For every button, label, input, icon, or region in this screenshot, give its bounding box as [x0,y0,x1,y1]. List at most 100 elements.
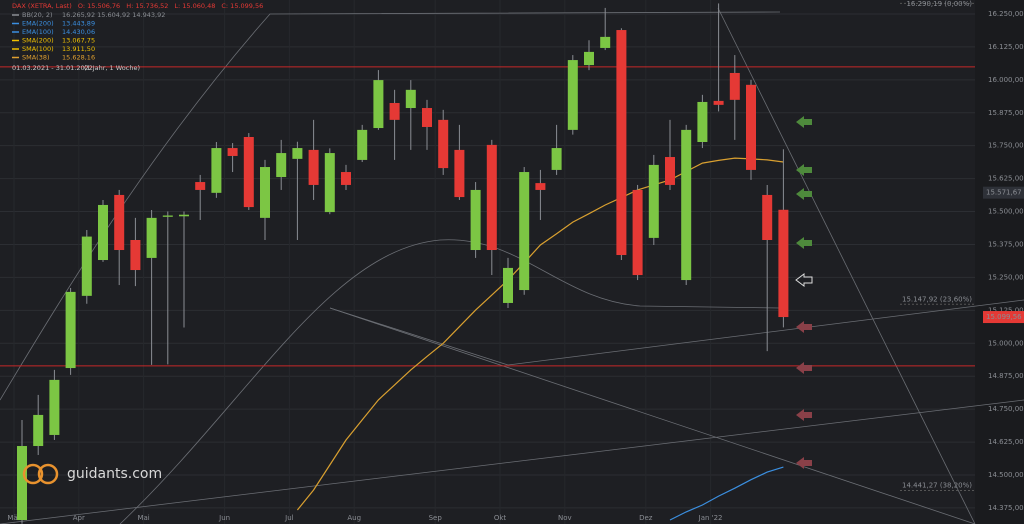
candle-body [600,36,611,48]
candle-body [49,379,60,435]
candle-body [65,291,76,369]
price-tag-label: 15.099,56 [986,313,1022,321]
overlay-line [669,466,784,521]
header-ohlc: L: 15.060,48 [174,2,215,10]
candle-body [308,149,319,185]
indicator-name: EMA(200) [22,20,54,28]
indicator-list: BB(20, 2) 16.265,92 15.604,92 14.943,92 EM… [12,11,165,62]
y-tick-label: 15.250,00 [988,273,1024,281]
axis-panel [975,0,1024,524]
candle-body [454,149,465,198]
period-note: (1 Jahr, 1 Woche) [84,64,140,72]
candle-body [114,194,125,251]
arrow [796,457,812,469]
candle-body [130,240,141,271]
y-tick-label: 14.625,00 [988,438,1024,446]
y-tick-label: 15.125,00 [988,306,1024,314]
y-tick-label: 16.125,00 [988,43,1024,51]
candle-body [519,172,530,291]
candle-body [276,153,287,178]
logo-mark [37,463,59,485]
x-tick-label: Jun [218,514,230,522]
indicator-name: SMA(38) [22,54,50,62]
candle-body [33,414,44,447]
header: DAX (XETRA, Last) O: 15.506,76 H: 15.736,5… [12,2,263,10]
candle-body [405,89,416,109]
y-tick-label: 16.000,00 [988,76,1024,84]
indicator-value: 14.430,06 [62,28,95,36]
arrow [796,188,812,200]
y-tick-label: 14.750,00 [988,405,1024,413]
y-tick-label: 14.500,00 [988,471,1024,479]
x-tick-label: Nov [558,514,572,522]
candle-body [389,103,400,120]
y-tick-label: 14.875,00 [988,372,1024,380]
header-ohlc: O: 15.506,76 [78,2,120,10]
arrow [796,164,812,176]
candle-body [341,172,351,185]
logo-mark [22,463,44,485]
x-tick-label: Aug [347,514,361,522]
y-tick-label: 15.375,00 [988,240,1024,248]
candle-body [729,72,740,100]
arrow [796,409,812,421]
candle-body [211,148,222,193]
x-tick-label: Apr [73,514,85,522]
arrow [796,116,812,128]
trend-line [329,307,976,524]
candle-body [162,215,173,217]
y-tick-label: 14.375,00 [988,504,1024,512]
trend-line [0,399,1024,524]
candle-body [551,148,562,170]
indicator-name: SMA(200) [22,37,54,45]
indicator-value: 13.443,89 [62,20,95,28]
x-tick-label: Mär [7,514,20,522]
candle-body [632,189,643,276]
period: 01.03.2021 - 31.01.2022 [12,64,93,72]
indicator-name: SMA(100) [22,45,54,53]
candle-body [778,209,789,318]
x-tick-label: Jan '22 [698,514,723,522]
brand: guidants.com [67,466,162,482]
x-tick-label: Okt [494,514,507,522]
candle-body [535,183,546,190]
candle-body [260,167,270,218]
indicator-value: 13.067,75 [62,37,95,45]
candle-body [227,148,238,156]
candle-body [179,214,189,217]
price-tag [983,311,1024,324]
indicator-value: 16.265,92 15.604,92 14.943,92 [62,11,165,19]
y-tick-label: 15.000,00 [988,339,1024,347]
indicator-name: EMA(100) [22,28,54,36]
candle-body [503,267,513,303]
x-tick-label: Mai [137,514,149,522]
price-tag [983,186,1024,199]
candle-body [616,30,627,256]
candle-body [567,60,578,130]
candle-body [146,217,157,258]
candle-body [648,164,659,238]
arrow [795,273,813,287]
candle-body [486,144,497,251]
candle-body [373,80,384,129]
candle-body [17,446,27,521]
x-tick-label: Dez [639,514,653,522]
trend-line [717,7,976,524]
candle-body [81,236,92,296]
candle-body [697,101,708,142]
header-ohlc: H: 15.736,52 [126,2,168,10]
indicator-value: 13.911,50 [62,45,95,53]
candle-body [98,204,108,261]
y-tick-label: 15.750,00 [988,142,1024,150]
arrow [796,237,812,249]
candle-body [195,182,206,190]
y-tick-label: 15.875,00 [988,109,1024,117]
overlay-line [296,157,784,511]
indicator-value: 15.628,16 [62,54,95,62]
band-lower [119,239,781,524]
fib-label: 15.147,92 (23,60%) [902,295,972,303]
logo: guidants.com [22,463,162,485]
